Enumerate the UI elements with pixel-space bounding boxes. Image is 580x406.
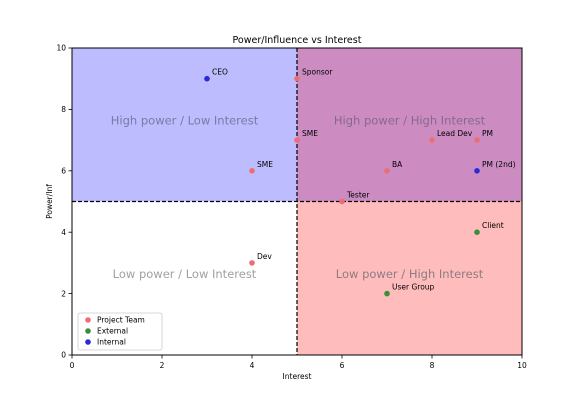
data-point (474, 229, 480, 235)
quadrant-label: High power / High Interest (334, 113, 486, 127)
point-label: Lead Dev (437, 129, 473, 138)
y-tick-label: 6 (61, 167, 66, 176)
legend-marker (85, 339, 91, 345)
y-tick-label: 0 (61, 351, 66, 360)
y-axis-label: Power/Inf (45, 184, 54, 219)
legend-box (77, 312, 163, 351)
data-point (429, 137, 435, 143)
point-label: BA (392, 160, 403, 169)
point-label: CEO (212, 68, 228, 77)
y-tick-label: 4 (61, 228, 66, 237)
data-point (474, 168, 480, 174)
x-tick-label: 8 (430, 361, 435, 370)
point-label: SME (257, 160, 273, 169)
legend-marker (85, 317, 91, 323)
x-tick-label: 10 (517, 361, 527, 370)
data-point (204, 75, 210, 82)
quadrant-background (297, 48, 522, 202)
legend-label: Internal (97, 338, 126, 347)
x-tick-label: 2 (160, 361, 165, 370)
data-point (474, 137, 480, 143)
point-label: Tester (346, 191, 370, 200)
data-point (384, 168, 390, 174)
quadrant-background (72, 48, 297, 202)
data-point (384, 290, 390, 297)
y-tick-label: 2 (61, 289, 66, 298)
point-label: Client (482, 221, 504, 230)
plot-frame (71, 47, 523, 356)
legend-label: External (97, 327, 128, 336)
point-label: SME (302, 129, 318, 138)
y-tick-label: 10 (56, 44, 66, 53)
y-axis: 0 2 4 6 8 10 (56, 44, 72, 360)
quadrant-layer: High power / Low Interest High power / Hi… (72, 48, 522, 355)
points-layer: Sponsor SME Lead Dev PM BA SME Tester Dev Client… (204, 68, 516, 297)
x-tick-label: 0 (70, 361, 75, 370)
data-point (339, 198, 345, 205)
x-axis: 0 2 4 6 8 10 (70, 355, 527, 370)
data-point (294, 137, 300, 143)
data-point (294, 75, 300, 82)
point-label: PM (2nd) (482, 160, 516, 169)
data-point (249, 168, 255, 174)
point-label: PM (482, 129, 493, 138)
point-label: Sponsor (302, 68, 333, 77)
legend-marker (85, 328, 91, 334)
quadrant-label: Low power / High Interest (336, 267, 484, 281)
quadrant-label: High power / Low Interest (111, 113, 259, 127)
divider-lines (72, 48, 522, 355)
chart-title: Power/Influence vs Interest (233, 35, 362, 46)
legend: Project Team External Internal (77, 312, 163, 351)
legend-label: Project Team (97, 316, 145, 325)
data-point (249, 260, 255, 266)
x-axis-label: Interest (283, 372, 312, 381)
x-tick-label: 4 (250, 361, 255, 370)
y-tick-label: 8 (61, 105, 66, 114)
point-label: Dev (257, 252, 272, 261)
point-label: User Group (392, 283, 435, 292)
quadrant-background (297, 201, 522, 355)
quadrant-label: Low power / Low Interest (113, 267, 257, 281)
x-tick-label: 6 (340, 361, 345, 370)
